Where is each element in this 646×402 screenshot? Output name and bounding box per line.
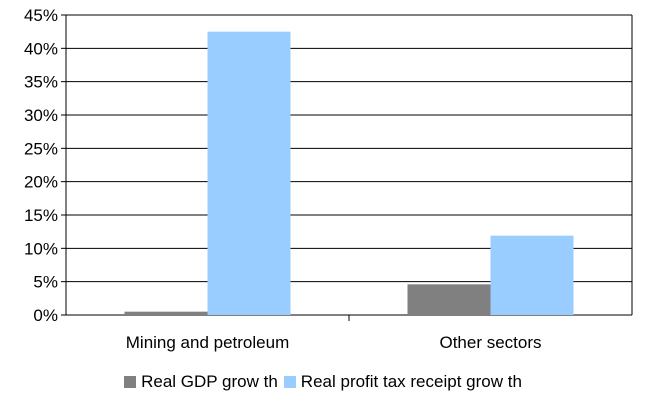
bar (207, 31, 291, 316)
y-tick-label: 30% (24, 106, 58, 125)
bar (407, 284, 491, 315)
legend: Real GDP grow th Real profit tax receipt… (0, 372, 646, 392)
bar (490, 235, 574, 315)
y-tick-label: 0% (33, 306, 58, 325)
y-tick-label: 25% (24, 139, 58, 158)
y-tick-label: 15% (24, 206, 58, 225)
x-category-label: Other sectors (439, 333, 541, 352)
y-tick-label: 10% (24, 239, 58, 258)
legend-label-profit-tax: Real profit tax receipt grow th (300, 372, 522, 391)
bar (124, 311, 208, 315)
x-category-label: Mining and petroleum (126, 333, 289, 352)
y-tick-label: 20% (24, 173, 58, 192)
legend-swatch-profit-tax (283, 376, 296, 388)
y-tick-label: 45% (24, 6, 58, 25)
y-tick-label: 35% (24, 73, 58, 92)
legend-label-gdp: Real GDP grow th (141, 372, 278, 391)
legend-item-profit-tax: Real profit tax receipt grow th (283, 372, 522, 392)
y-tick-label: 40% (24, 39, 58, 58)
legend-swatch-gdp (124, 376, 137, 388)
legend-item-gdp: Real GDP grow th (124, 372, 278, 392)
y-tick-label: 5% (33, 273, 58, 292)
